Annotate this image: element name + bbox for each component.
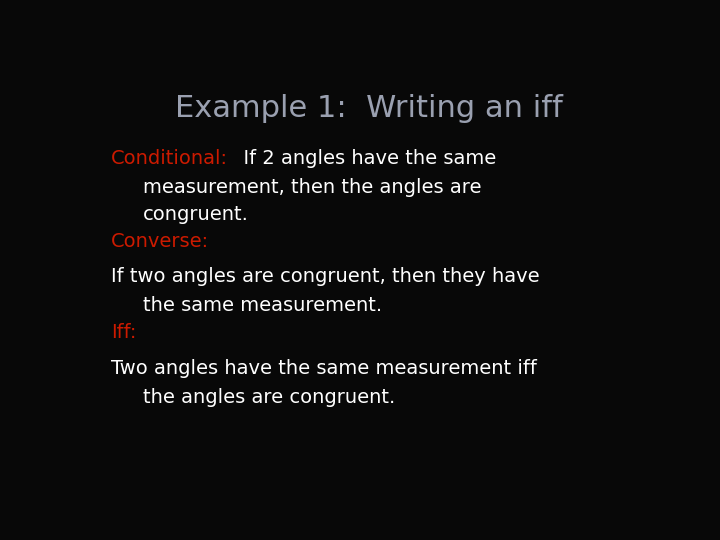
Text: the same measurement.: the same measurement. bbox=[143, 296, 382, 315]
Text: Two angles have the same measurement iff: Two angles have the same measurement iff bbox=[111, 359, 537, 378]
Text: congruent.: congruent. bbox=[143, 205, 249, 224]
Text: Iff:: Iff: bbox=[111, 323, 137, 342]
Text: measurement, then the angles are: measurement, then the angles are bbox=[143, 178, 482, 197]
Text: Conditional:: Conditional: bbox=[111, 149, 228, 168]
Text: the angles are congruent.: the angles are congruent. bbox=[143, 388, 395, 407]
Text: Converse:: Converse: bbox=[111, 232, 210, 251]
Text: If two angles are congruent, then they have: If two angles are congruent, then they h… bbox=[111, 267, 540, 286]
Text: Example 1:  Writing an iff: Example 1: Writing an iff bbox=[175, 94, 563, 123]
Text: If 2 angles have the same: If 2 angles have the same bbox=[231, 149, 496, 168]
